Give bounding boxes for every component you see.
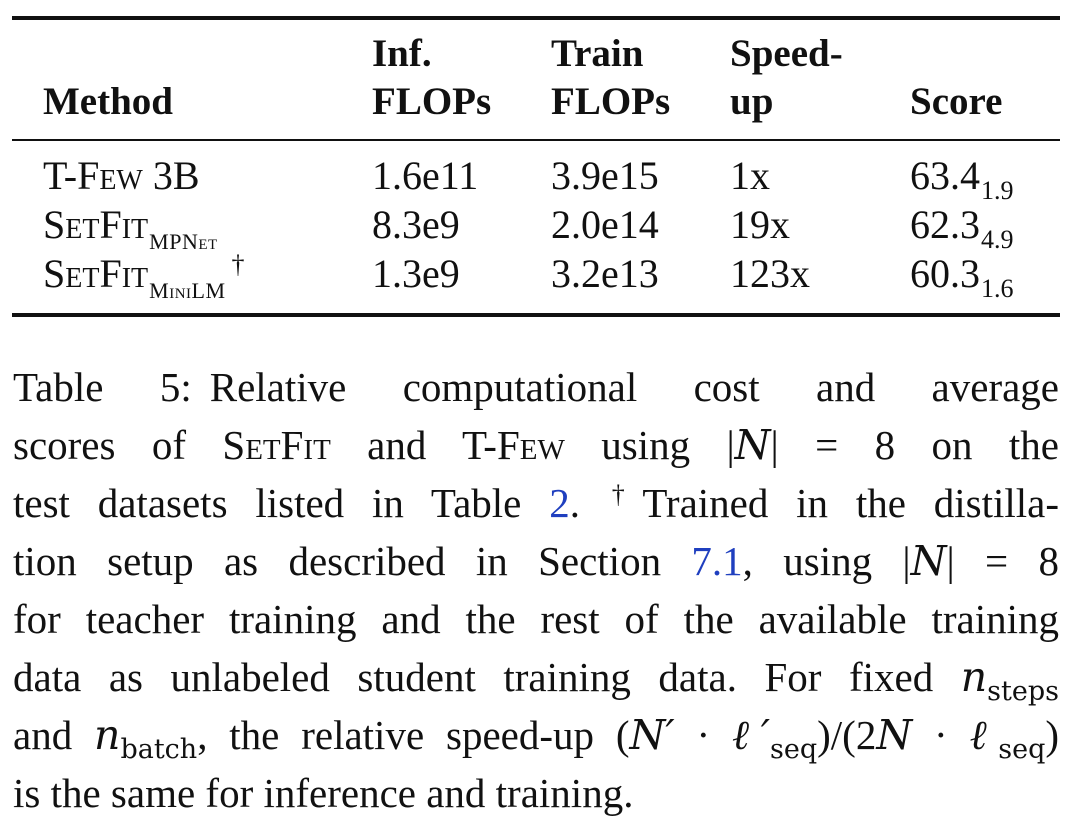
caption-line-3: test datasets listed in Table 2. †Traine… [13,480,1060,526]
row-inf-flops: 1.6e11 [372,153,479,198]
score-value: 62.3 [910,202,980,247]
caption-dagger: † [611,480,643,509]
caption-line-5: for teacher training and the rest of the… [13,596,1059,642]
caption-line-1: Table 5: Relative computational cost and … [13,364,1059,410]
row-inf-flops: 8.3e9 [372,202,460,247]
row-score: 62.34.9 [910,202,1014,255]
table-bottom-rule [12,313,1060,317]
row-train-flops: 2.0e14 [551,202,659,247]
header-speed-line2: up [730,80,774,123]
score-value: 60.3 [910,251,980,296]
table-header-rule [12,139,1060,141]
method-subscript: MiniLM [149,278,226,303]
header-speed-line1: Speed- [730,32,843,75]
header-inf-line1: Inf. [372,32,432,75]
caption-line-4: tion setup as described in Section 7.1, … [13,537,1059,585]
caption-line-2: scores of SetFit and T-Few using |N| = 8… [13,421,1059,469]
row-speedup: 1x [730,153,770,198]
few-name: Few [496,422,565,468]
row-method: T-Few 3B [43,156,200,196]
score-std: 1.9 [981,176,1014,205]
header-method: Method [43,80,173,123]
score-std: 1.6 [981,274,1014,303]
row-inf-flops: 1.3e9 [372,251,460,296]
table-caption: Table 5: Relative computational cost and … [13,358,1059,822]
method-name: SetFit [43,202,149,247]
method-name-tfew: T-Few 3B [43,153,200,198]
header-train-line2: FLOPs [551,80,671,123]
section-ref-link[interactable]: 7.1 [691,538,743,584]
table-top-rule [12,16,1060,20]
row-train-flops: 3.2e13 [551,251,659,296]
table-ref-link[interactable]: 2 [549,480,570,526]
caption-line-7: and nbatch, the relative speed-up (N′ · … [13,711,1060,765]
method-name: SetFit [43,251,149,296]
row-score: 60.31.6 [910,251,1014,304]
caption-label: Table 5: [13,364,192,410]
row-speedup: 19x [730,202,790,247]
row-train-flops: 3.9e15 [551,153,659,198]
header-score: Score [910,80,1003,123]
setfit-name: SetFit [222,422,331,468]
caption-line-8: is the same for inference and training. [13,770,634,816]
row-method: SetFitMPNet [43,202,218,255]
score-value: 63.4 [910,153,980,198]
method-subscript: MPNet [149,229,218,254]
header-inf-line2: FLOPs [372,80,492,123]
dagger-mark: † [231,250,245,279]
row-speedup: 123x [730,251,810,296]
score-std: 4.9 [981,225,1014,254]
row-method: SetFitMiniLM† [43,250,245,303]
header-train-line1: Train [551,32,644,75]
row-score: 63.41.9 [910,153,1014,206]
caption-line-6: data as unlabeled student training data.… [13,653,1059,707]
